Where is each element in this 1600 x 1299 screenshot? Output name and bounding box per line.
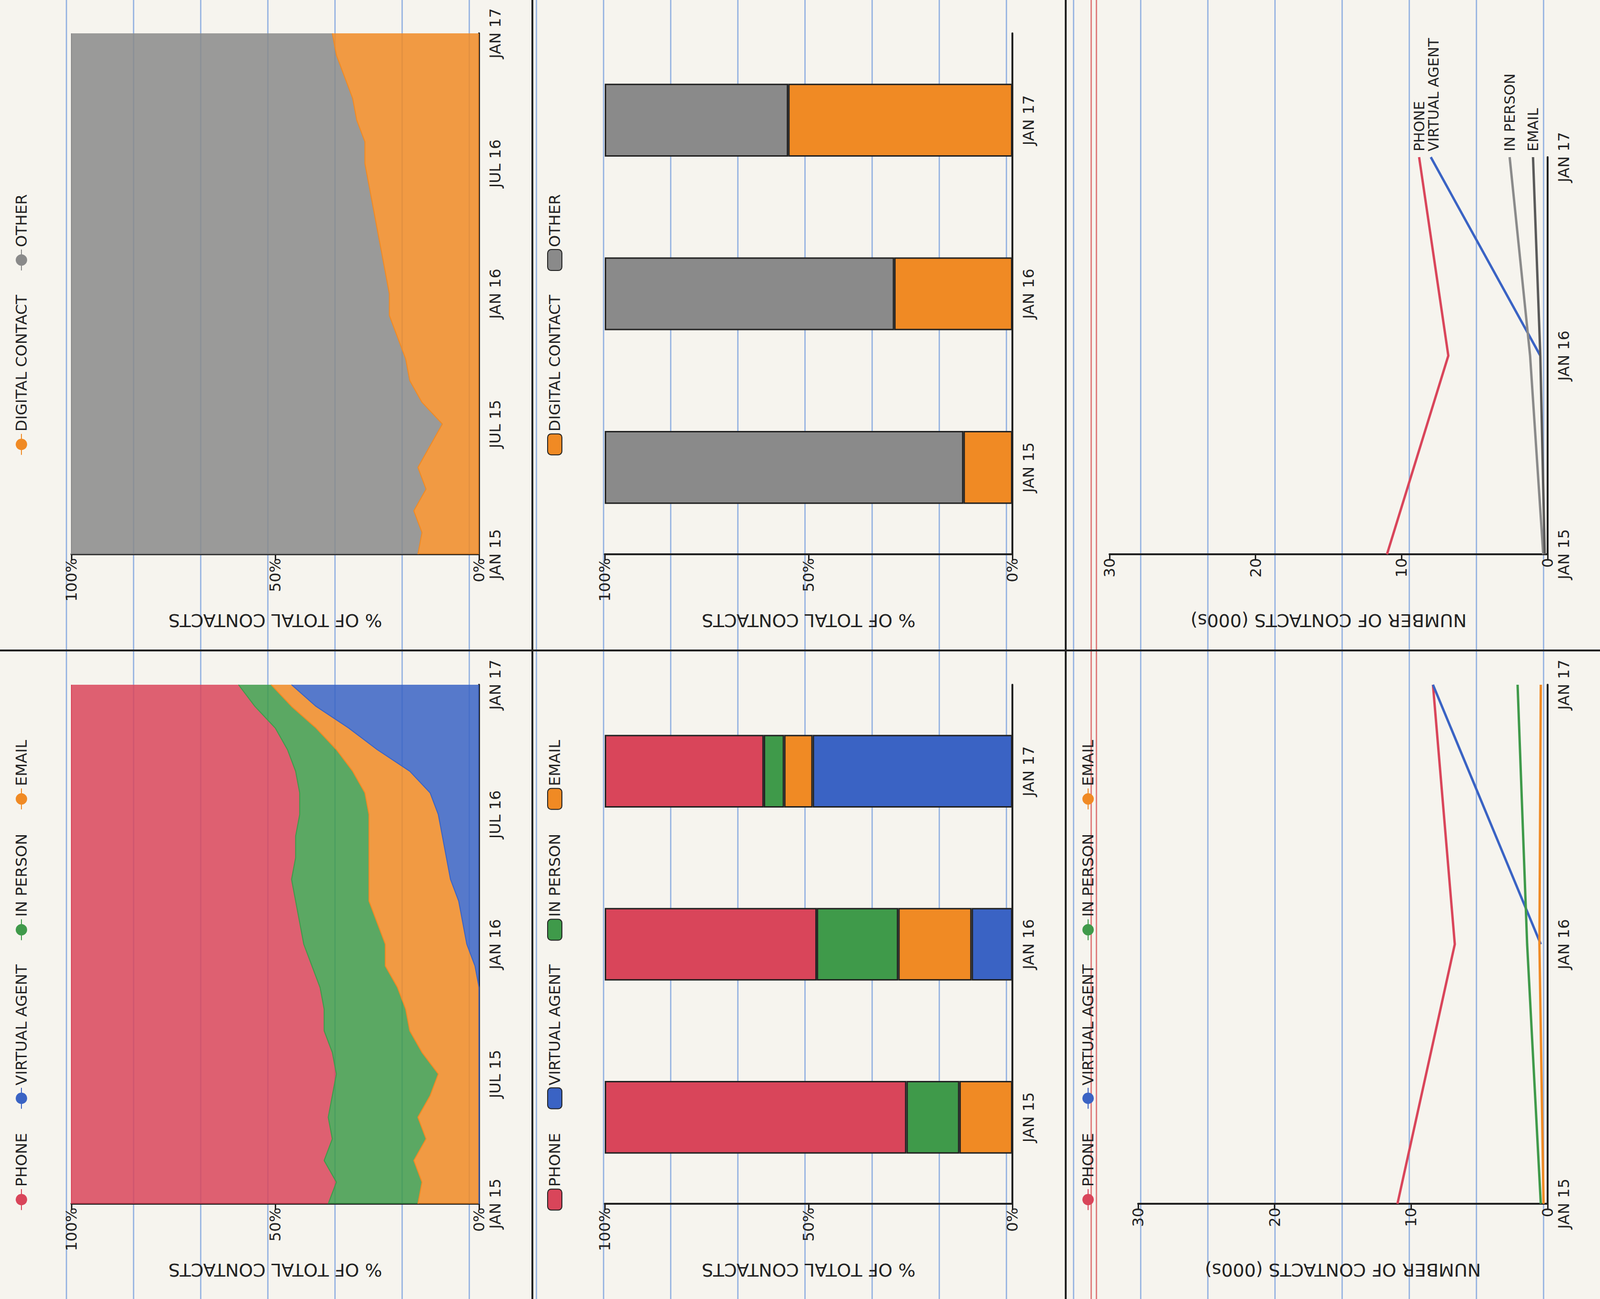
svg-text:JAN 16: JAN 16 xyxy=(486,919,505,971)
svg-text:DIGITAL CONTACT: DIGITAL CONTACT xyxy=(545,294,564,432)
svg-text:IN PERSON: IN PERSON xyxy=(1501,73,1519,152)
svg-text:IN PERSON: IN PERSON xyxy=(12,833,31,918)
svg-text:VIRTUAL AGENT: VIRTUAL AGENT xyxy=(545,964,564,1086)
svg-text:EMAIL: EMAIL xyxy=(1079,740,1098,787)
svg-text:% OF TOTAL CONTACTS: % OF TOTAL CONTACTS xyxy=(701,1259,916,1281)
svg-text:NUMBER OF CONTACTS (000s): NUMBER OF CONTACTS (000s) xyxy=(1190,610,1467,631)
svg-text:JAN 17: JAN 17 xyxy=(486,8,505,60)
svg-text:0%: 0% xyxy=(1003,1207,1022,1232)
svg-text:JUL 15: JUL 15 xyxy=(486,1050,505,1100)
svg-text:JAN 17: JAN 17 xyxy=(486,659,505,711)
svg-text:50%: 50% xyxy=(799,558,818,592)
svg-text:IN PERSON: IN PERSON xyxy=(545,833,564,918)
svg-text:JUL 15: JUL 15 xyxy=(486,400,505,450)
svg-text:JUL 16: JUL 16 xyxy=(486,790,505,840)
svg-text:JAN 17: JAN 17 xyxy=(1554,131,1573,184)
svg-text:JAN 16: JAN 16 xyxy=(1554,330,1573,382)
svg-text:DIGITAL CONTACT: DIGITAL CONTACT xyxy=(12,294,31,432)
svg-text:NUMBER OF CONTACTS (000s): NUMBER OF CONTACTS (000s) xyxy=(1204,1259,1481,1281)
svg-text:20: 20 xyxy=(1246,558,1265,578)
svg-text:EMAIL: EMAIL xyxy=(12,740,31,787)
svg-text:PHONE: PHONE xyxy=(12,1132,31,1187)
svg-text:30: 30 xyxy=(1100,558,1119,578)
svg-text:100%: 100% xyxy=(595,1207,614,1251)
svg-text:10: 10 xyxy=(1401,1207,1420,1228)
svg-text:JAN 16: JAN 16 xyxy=(1019,919,1038,971)
svg-text:OTHER: OTHER xyxy=(12,194,31,248)
svg-text:10: 10 xyxy=(1392,558,1411,578)
svg-text:0: 0 xyxy=(1538,1207,1557,1218)
svg-text:JAN 15: JAN 15 xyxy=(486,1178,505,1230)
svg-text:IN PERSON: IN PERSON xyxy=(1079,833,1098,918)
svg-text:JAN 15: JAN 15 xyxy=(1019,1092,1038,1144)
svg-text:100%: 100% xyxy=(62,1207,81,1251)
svg-text:VIRTUAL AGENT: VIRTUAL AGENT xyxy=(1079,964,1098,1086)
svg-text:PHONE: PHONE xyxy=(545,1132,564,1187)
svg-text:JAN 15: JAN 15 xyxy=(486,529,505,581)
svg-text:JAN 15: JAN 15 xyxy=(1019,442,1038,494)
svg-text:JAN 17: JAN 17 xyxy=(1019,95,1038,147)
svg-text:JAN 17: JAN 17 xyxy=(1019,746,1038,798)
svg-text:OTHER: OTHER xyxy=(545,194,564,248)
svg-text:0%: 0% xyxy=(1003,558,1022,583)
svg-text:JAN 16: JAN 16 xyxy=(486,268,505,320)
svg-text:100%: 100% xyxy=(595,558,614,602)
svg-text:0: 0 xyxy=(1538,558,1557,568)
svg-text:% OF TOTAL CONTACTS: % OF TOTAL CONTACTS xyxy=(168,610,383,631)
svg-text:EMAIL: EMAIL xyxy=(545,740,564,787)
svg-text:50%: 50% xyxy=(799,1207,818,1242)
svg-text:VIRTUAL AGENT: VIRTUAL AGENT xyxy=(1425,37,1442,152)
svg-text:JAN 16: JAN 16 xyxy=(1554,919,1573,971)
svg-text:JUL 16: JUL 16 xyxy=(486,139,505,190)
svg-text:EMAIL: EMAIL xyxy=(1524,108,1542,152)
svg-text:VIRTUAL AGENT: VIRTUAL AGENT xyxy=(12,964,31,1086)
svg-text:% OF TOTAL CONTACTS: % OF TOTAL CONTACTS xyxy=(701,610,916,631)
svg-text:PHONE: PHONE xyxy=(1410,101,1428,152)
svg-text:50%: 50% xyxy=(266,558,285,592)
svg-text:JAN 15: JAN 15 xyxy=(1554,1178,1573,1230)
svg-text:100%: 100% xyxy=(62,558,81,602)
svg-text:30: 30 xyxy=(1129,1207,1148,1228)
svg-text:0%: 0% xyxy=(470,558,489,583)
svg-text:JAN 15: JAN 15 xyxy=(1554,529,1573,581)
svg-text:JAN 16: JAN 16 xyxy=(1019,268,1038,320)
svg-text:50%: 50% xyxy=(266,1207,285,1242)
svg-text:% OF TOTAL CONTACTS: % OF TOTAL CONTACTS xyxy=(168,1259,383,1281)
svg-text:PHONE: PHONE xyxy=(1079,1132,1098,1187)
svg-text:20: 20 xyxy=(1265,1207,1284,1228)
svg-text:0%: 0% xyxy=(470,1207,489,1232)
svg-text:JAN 17: JAN 17 xyxy=(1554,659,1573,711)
